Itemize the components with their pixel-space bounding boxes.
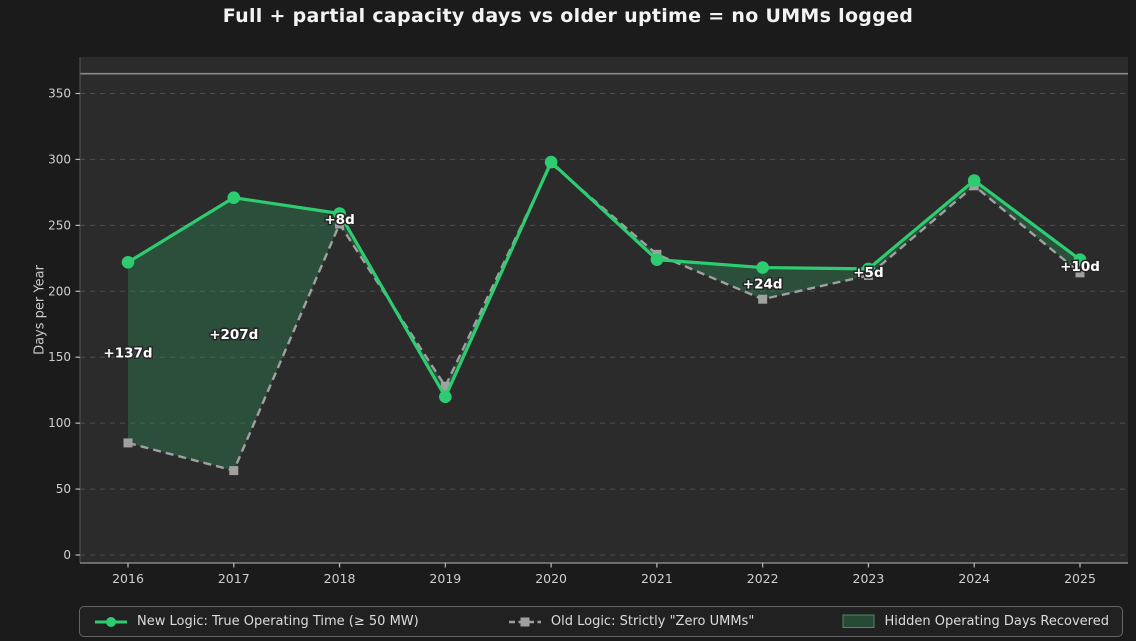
line-circle-marker-icon [95, 616, 127, 627]
annotation-label: +24d [743, 276, 783, 292]
x-tick-label: 2024 [958, 571, 990, 586]
chart-canvas: +137d +207d +8d +24d +5d +10d 2016 2017 2018 2019… [48, 57, 1128, 586]
new-logic-point [862, 262, 875, 276]
legend-label-hidden-days: Hidden Operating Days Recovered [884, 614, 1109, 629]
filled-patch-icon [842, 614, 875, 628]
old-logic-point [123, 438, 133, 448]
annotation-label: +10d [1060, 259, 1100, 275]
annotation-label: +137d [103, 346, 152, 362]
plot-area [80, 57, 1128, 563]
y-tick-label: 350 [48, 87, 71, 101]
y-tick-label: 0 [63, 548, 71, 562]
legend-item-hidden-days: Hidden Operating Days Recovered [842, 614, 1109, 629]
old-logic-point [863, 270, 873, 280]
x-tick-label: 2017 [218, 571, 250, 586]
old-logic-point [1075, 268, 1085, 278]
annotation-label: +8d [324, 212, 354, 228]
annotation-label: +207d [209, 327, 258, 343]
legend-item-old-logic: Old Logic: Strictly "Zero UMMs" [507, 614, 754, 629]
y-tick-label: 150 [48, 350, 71, 364]
old-logic-point [440, 381, 450, 391]
fill-region-hidden-days [128, 162, 1080, 471]
new-logic-point [1073, 253, 1087, 266]
old-logic-point [335, 219, 345, 229]
y-tick-label: 100 [48, 416, 71, 430]
y-tick-label: 300 [48, 152, 71, 166]
x-tick-label: 2016 [112, 571, 144, 586]
x-tick-label: 2022 [747, 571, 779, 586]
x-tick-label: 2023 [853, 571, 885, 586]
x-tick-label: 2019 [429, 571, 461, 586]
new-logic-point [227, 191, 241, 204]
legend-item-new-logic: New Logic: True Operating Time (≥ 50 MW) [93, 614, 419, 629]
y-tick-label: 50 [56, 482, 71, 496]
x-tick-label: 2020 [535, 571, 567, 586]
new-logic-point [967, 174, 981, 187]
annotation-label: +5d [853, 265, 883, 281]
y-tick-label: 250 [48, 218, 71, 232]
x-tick-label: 2025 [1064, 571, 1096, 586]
x-tick-label: 2021 [641, 571, 673, 586]
new-logic-point [439, 390, 452, 404]
x-tick-label: 2018 [324, 571, 356, 586]
new-logic-point [756, 261, 769, 274]
legend-label-old-logic: Old Logic: Strictly "Zero UMMs" [550, 614, 755, 629]
old-logic-point [758, 294, 768, 304]
new-logic-point [650, 253, 664, 266]
new-logic-point [544, 155, 558, 169]
dashed-line-square-marker-icon [508, 617, 541, 626]
series-new-logic-line [127, 160, 1081, 399]
y-tick-label: 200 [48, 284, 71, 298]
new-logic-point [333, 207, 346, 220]
chart-title: Full + partial capacity days vs older up… [222, 5, 914, 27]
new-logic-point [121, 255, 135, 269]
legend-label-new-logic: New Logic: True Operating Time (≥ 50 MW) [137, 614, 419, 629]
old-logic-point [229, 466, 239, 476]
legend: New Logic: True Operating Time (≥ 50 MW)… [79, 606, 1123, 637]
